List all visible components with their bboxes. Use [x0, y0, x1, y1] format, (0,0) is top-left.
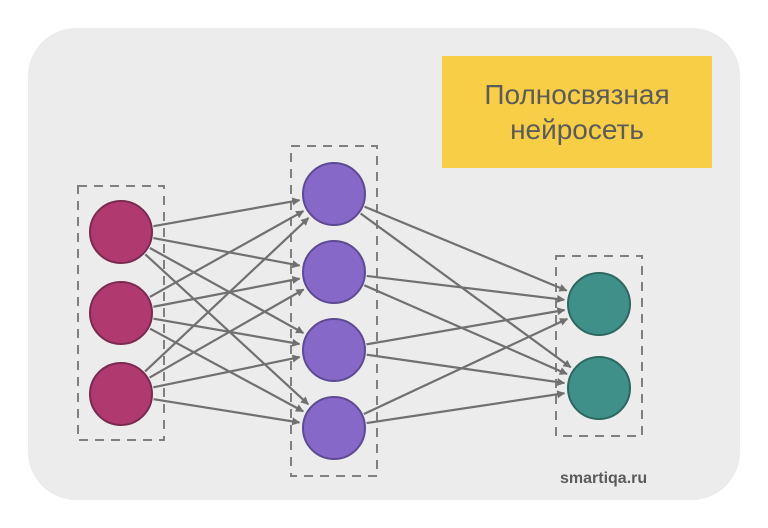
node-i2	[90, 363, 152, 425]
footer-credit: smartiqa.ru	[560, 470, 647, 488]
node-h2	[303, 319, 365, 381]
node-h3	[303, 397, 365, 459]
node-o0	[568, 273, 630, 335]
node-o1	[568, 357, 630, 419]
node-h0	[303, 163, 365, 225]
node-i1	[90, 282, 152, 344]
diagram-canvas: Полносвязная нейросеть smartiqa.ru	[0, 0, 768, 528]
node-i0	[90, 201, 152, 263]
title-box: Полносвязная нейросеть	[442, 56, 712, 168]
title-text: Полносвязная нейросеть	[484, 77, 669, 147]
node-h1	[303, 241, 365, 303]
